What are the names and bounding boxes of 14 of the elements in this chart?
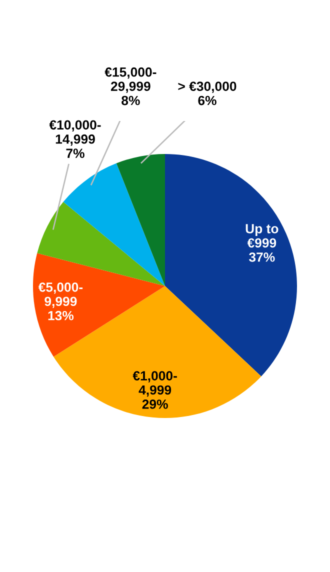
data-label: 7% xyxy=(66,148,84,158)
slice-label: €10,000- 14,999 xyxy=(49,120,101,146)
slice-label: €15,000- 29,999 xyxy=(104,67,156,93)
data-label: 13% xyxy=(48,310,74,320)
slice-label: €1,000- 4,999 xyxy=(132,371,177,397)
data-label: 29% xyxy=(142,400,168,409)
slice-label: Up to €999 xyxy=(246,224,278,248)
slice-label: €5,000- 9,999 xyxy=(38,282,83,308)
data-label: 6% xyxy=(198,96,216,106)
data-label: 8% xyxy=(122,96,140,106)
slice-label: > €30,000 xyxy=(178,82,236,93)
pie-slice xyxy=(33,253,165,357)
data-label: 37% xyxy=(249,252,275,262)
pie-slice xyxy=(116,154,165,286)
